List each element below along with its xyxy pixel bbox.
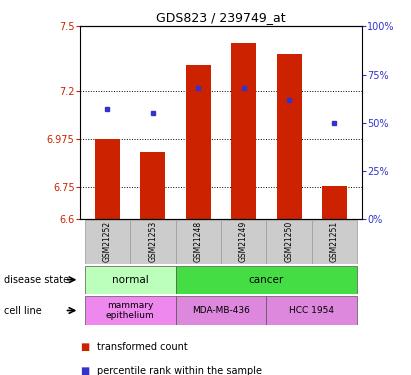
Text: GSM21248: GSM21248 <box>194 221 203 262</box>
Text: ■: ■ <box>80 342 90 352</box>
Text: ■: ■ <box>80 366 90 375</box>
Text: GSM21252: GSM21252 <box>103 221 112 262</box>
Bar <box>266 220 312 264</box>
Bar <box>175 297 266 324</box>
Bar <box>175 266 357 294</box>
Text: HCC 1954: HCC 1954 <box>289 306 334 315</box>
Text: cell line: cell line <box>4 306 42 315</box>
Bar <box>95 139 120 219</box>
Bar <box>85 297 175 324</box>
Text: transformed count: transformed count <box>97 342 187 352</box>
Bar <box>322 186 347 219</box>
Bar <box>312 220 357 264</box>
Title: GDS823 / 239749_at: GDS823 / 239749_at <box>156 11 286 24</box>
Bar <box>266 297 357 324</box>
Bar <box>130 220 175 264</box>
Text: cancer: cancer <box>249 275 284 285</box>
Bar <box>221 220 266 264</box>
Text: mammary
epithelium: mammary epithelium <box>106 301 155 320</box>
Bar <box>186 65 211 219</box>
Bar <box>85 220 130 264</box>
Text: percentile rank within the sample: percentile rank within the sample <box>97 366 261 375</box>
Text: normal: normal <box>112 275 148 285</box>
Bar <box>140 152 165 219</box>
Bar <box>277 54 302 219</box>
Text: GSM21251: GSM21251 <box>330 221 339 262</box>
Text: GSM21249: GSM21249 <box>239 221 248 262</box>
Bar <box>175 220 221 264</box>
Text: disease state: disease state <box>4 275 69 285</box>
Text: GSM21253: GSM21253 <box>148 221 157 262</box>
Text: MDA-MB-436: MDA-MB-436 <box>192 306 250 315</box>
Text: GSM21250: GSM21250 <box>284 221 293 262</box>
Bar <box>85 266 175 294</box>
Bar <box>231 44 256 219</box>
